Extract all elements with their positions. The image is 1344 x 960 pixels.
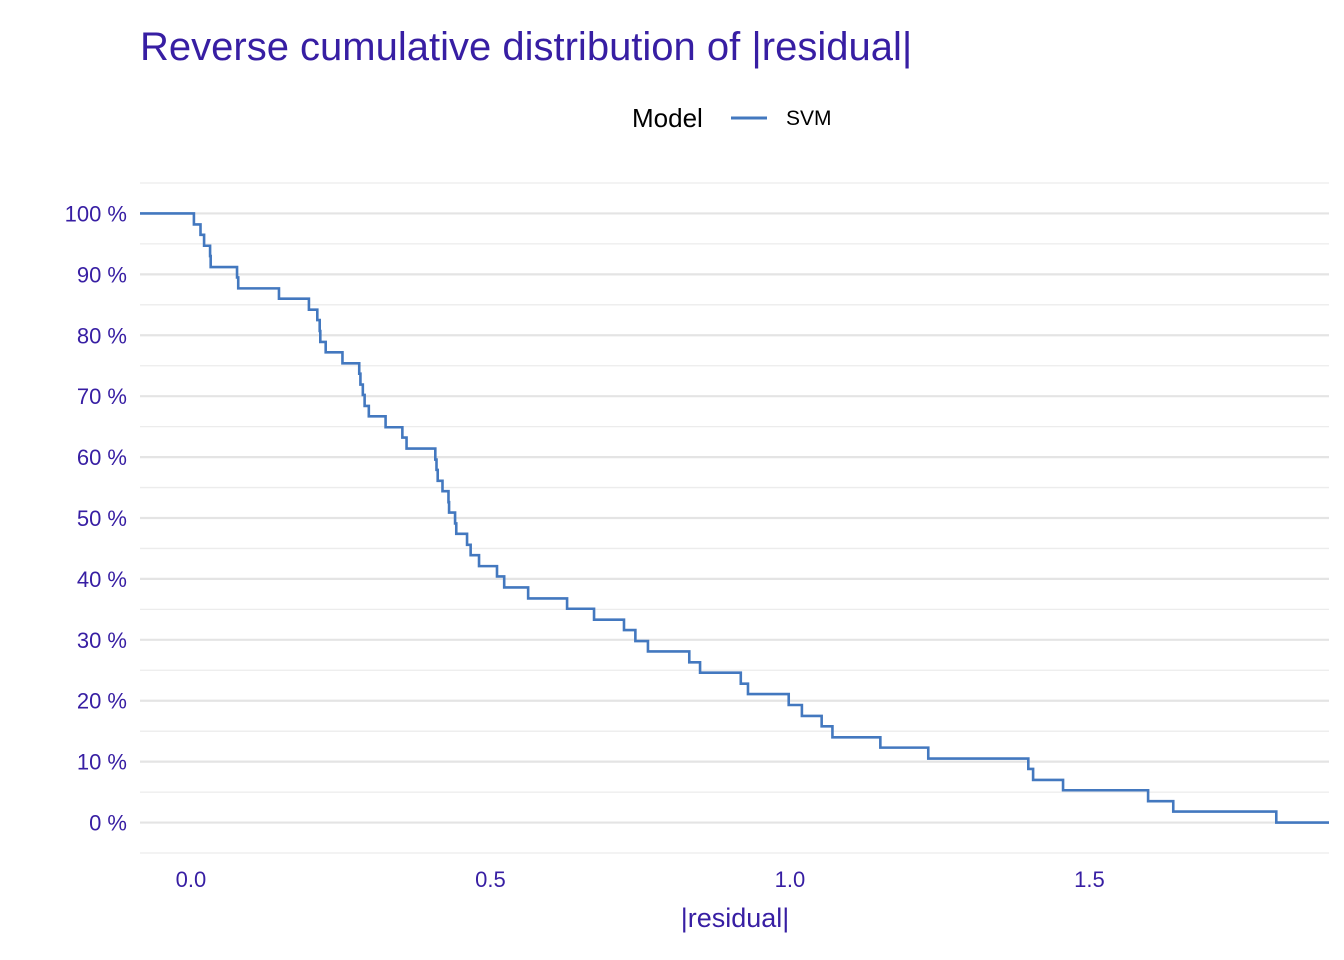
y-tick-label: 40 % <box>77 567 127 592</box>
x-tick-label: 1.5 <box>1074 867 1105 892</box>
y-tick-label: 60 % <box>77 445 127 470</box>
y-tick-label: 10 % <box>77 750 127 775</box>
y-tick-label: 20 % <box>77 689 127 714</box>
x-axis-tick-labels: 0.0 0.5 1.0 1.5 <box>176 867 1105 892</box>
series-line-svm <box>140 212 1329 824</box>
legend-label-svm: SVM <box>786 107 832 130</box>
chart-title: Reverse cumulative distribution of |resi… <box>140 25 912 69</box>
x-tick-label: 1.0 <box>775 867 806 892</box>
series-layer <box>140 212 1329 824</box>
x-tick-label: 0.5 <box>475 867 506 892</box>
y-tick-label: 0 % <box>89 811 127 836</box>
y-tick-label: 70 % <box>77 384 127 409</box>
y-tick-label: 90 % <box>77 262 127 287</box>
y-axis-tick-labels: 0 % 10 % 20 % 30 % 40 % 50 % 60 % 70 % 80 % 90 % 1… <box>65 201 127 835</box>
legend: Model SVM <box>632 103 832 133</box>
x-axis-title: |residual| <box>681 903 790 933</box>
y-tick-label: 100 % <box>65 201 127 226</box>
x-tick-label: 0.0 <box>176 867 207 892</box>
y-tick-label: 50 % <box>77 506 127 531</box>
y-tick-label: 80 % <box>77 323 127 348</box>
y-tick-label: 30 % <box>77 628 127 653</box>
grid-lines <box>140 182 1329 854</box>
legend-title: Model <box>632 103 703 133</box>
